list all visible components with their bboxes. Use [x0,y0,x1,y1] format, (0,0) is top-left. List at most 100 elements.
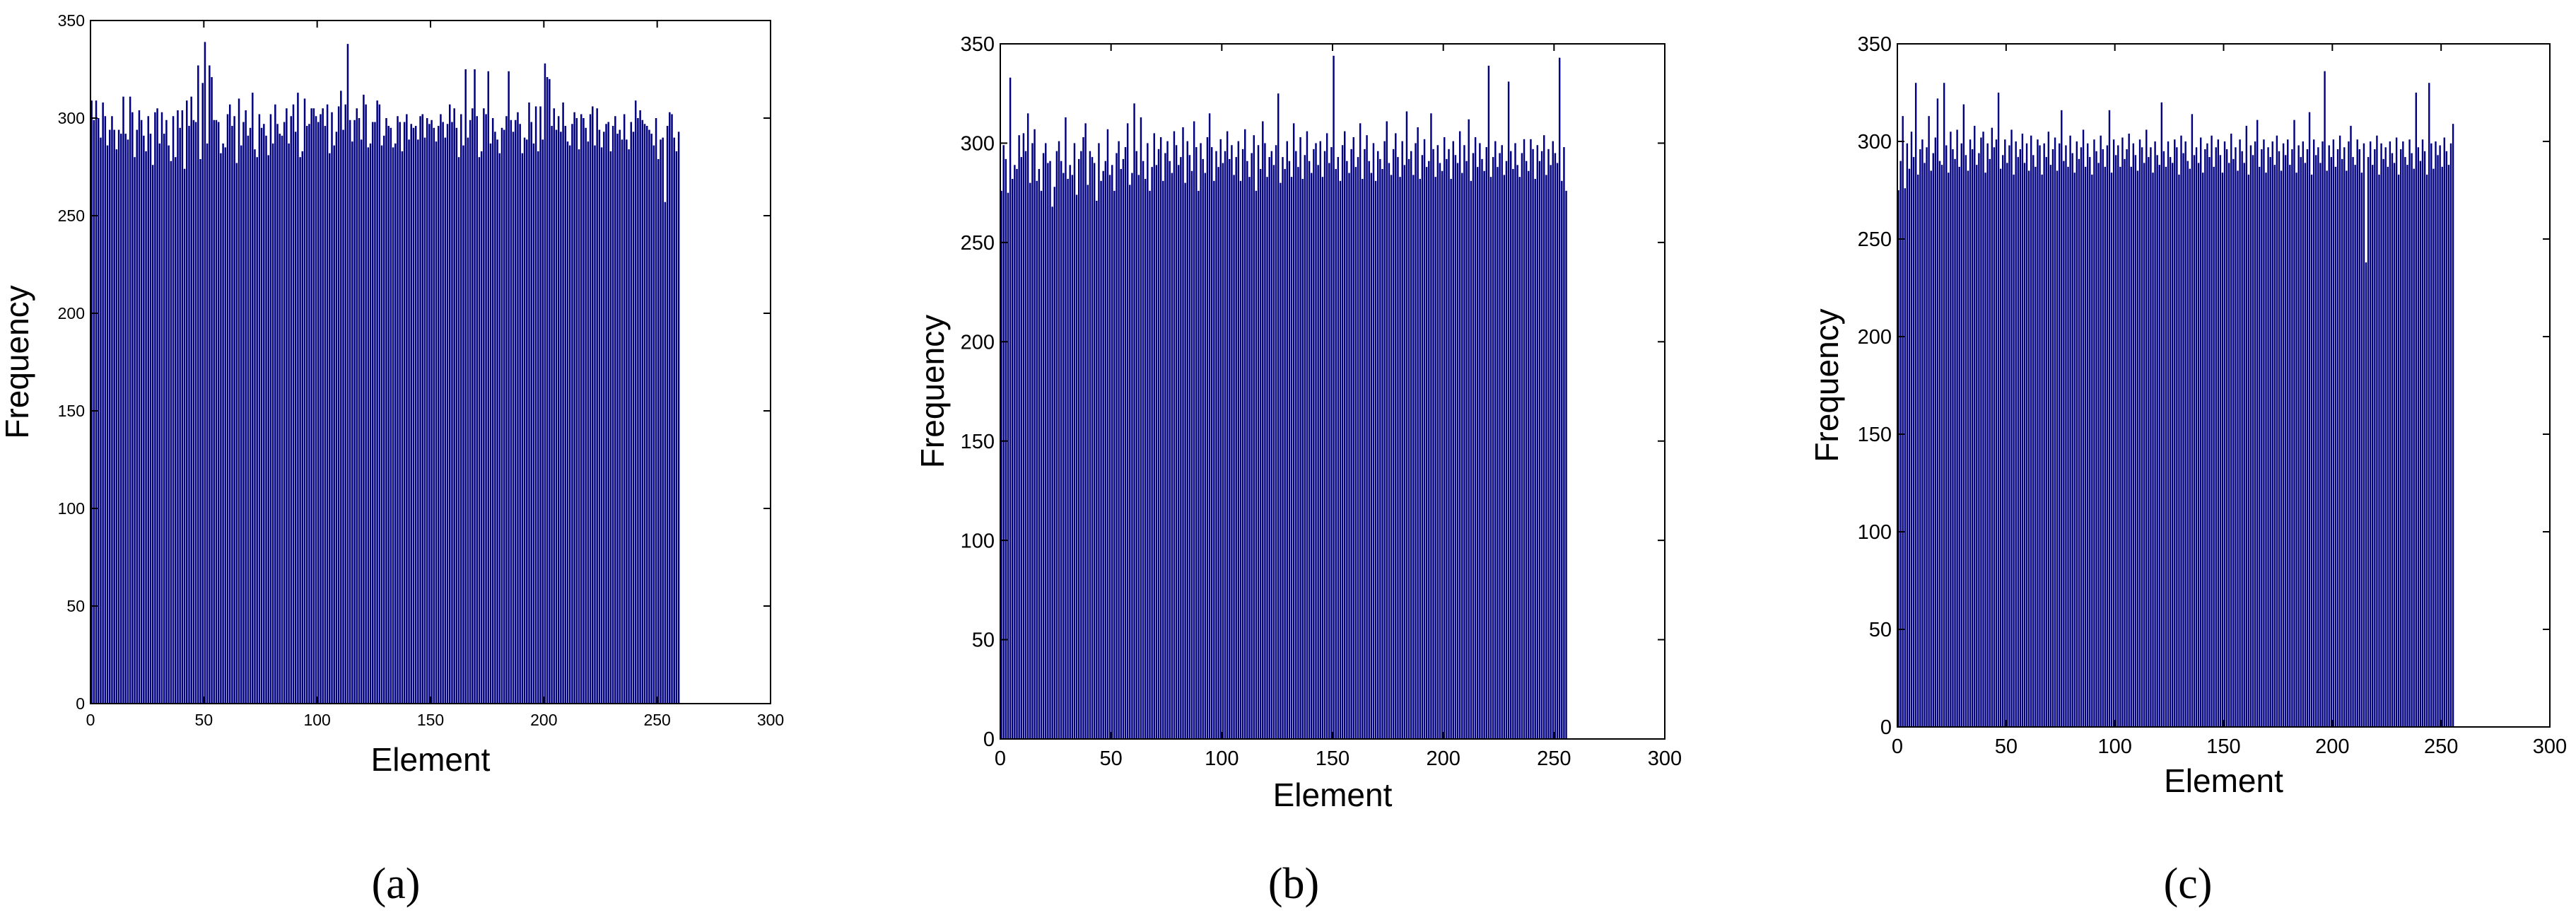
bar [1311,173,1313,739]
bar [192,120,195,704]
bar [249,127,252,704]
bar [2032,155,2035,727]
x-tick-label: 250 [643,711,670,729]
bar [426,118,428,704]
bar [1932,153,1934,727]
bar [630,122,633,704]
bar [2128,133,2130,727]
bar [677,132,680,704]
bar [2225,149,2228,728]
bar [1195,147,1198,740]
bar [127,139,129,704]
bar [2254,141,2256,727]
bar [489,143,492,704]
bar [143,135,145,704]
bar [1137,175,1140,739]
bar [1465,161,1468,739]
bar [2346,170,2348,727]
bar [2008,145,2010,727]
bar [256,157,258,704]
bar [587,141,590,704]
bar [2295,173,2297,727]
bar [1971,149,1974,728]
bar [2176,147,2178,727]
bar [358,118,361,704]
bar [1055,151,1058,739]
bar [151,165,154,704]
chart-panel-a: 0 50 100 150 200 250 300 0 50 100 150 200 250 300 350 E… [0,11,784,908]
bar [1974,125,1976,728]
bar [1295,151,1297,739]
bar [2380,143,2382,727]
bar [1492,157,1494,740]
bar [2402,141,2404,727]
bar [406,114,408,704]
bar [2136,170,2139,727]
bar [2374,149,2376,728]
bar [2350,125,2352,728]
bar [1321,177,1324,740]
bar [1038,168,1041,739]
bar [1246,161,1248,739]
bar [2247,174,2250,728]
bar [297,93,299,704]
bar [113,129,115,704]
bar [652,145,655,704]
bar [2217,139,2220,728]
bar [303,98,306,704]
bar [369,143,372,704]
bar [2160,102,2163,728]
bar [145,151,147,704]
y-axis-label: Frequency [0,285,35,438]
bar [1366,135,1368,739]
bar [2002,155,2004,727]
bar [1421,155,1424,739]
bar [1986,143,1989,727]
bar [2291,149,2293,728]
bar [2100,135,2102,728]
bar [315,116,317,704]
bar [2282,143,2285,727]
bar [378,104,381,704]
bar [100,137,102,704]
bar [2365,262,2367,727]
bar [1354,167,1357,739]
bar [460,114,462,704]
bar [1202,158,1204,739]
bar [1233,175,1235,739]
bar [2317,147,2319,727]
bar [2073,173,2076,727]
bar [1543,135,1545,739]
x-axis-label: Element [371,741,491,778]
bar [2249,145,2252,727]
bar [1362,178,1364,740]
bar [2004,139,2006,728]
bar [1352,137,1354,739]
x-tick-label: 50 [195,711,213,729]
bar [1899,161,1902,728]
bar [2287,139,2289,728]
bar [312,108,315,704]
bar [2110,173,2113,727]
bar [2141,147,2143,727]
bar [1053,187,1055,740]
bar [322,108,324,704]
bar [1182,127,1184,739]
bar [2308,112,2311,728]
bar [2423,151,2426,728]
bar [1917,174,1919,728]
bar [2358,149,2360,728]
bar [2256,120,2259,727]
bar [1284,168,1286,739]
bar [657,158,660,704]
bar [1129,185,1131,739]
bar [2376,135,2378,728]
bar [1204,173,1207,739]
bar [1950,132,1952,727]
bar [2067,166,2069,727]
bar [1147,143,1149,739]
bar [1405,111,1408,740]
bar [209,65,211,704]
bar [2091,174,2093,728]
bar [1359,123,1362,740]
